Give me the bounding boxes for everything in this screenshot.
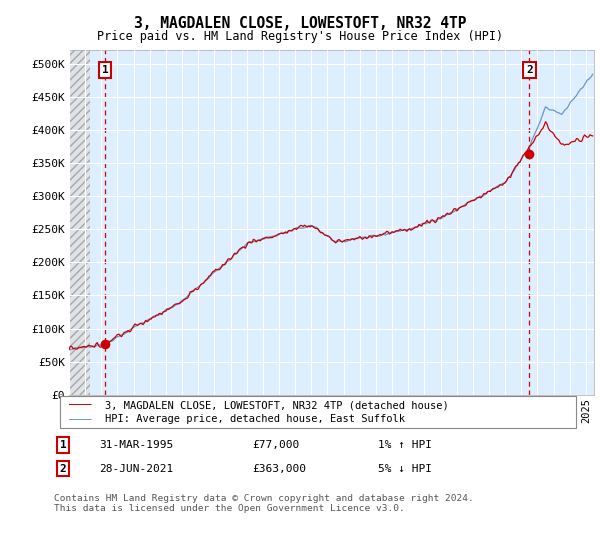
Text: 1% ↑ HPI: 1% ↑ HPI [378, 440, 432, 450]
Text: 28-JUN-2021: 28-JUN-2021 [99, 464, 173, 474]
Text: 5% ↓ HPI: 5% ↓ HPI [378, 464, 432, 474]
Text: 3, MAGDALEN CLOSE, LOWESTOFT, NR32 4TP (detached house): 3, MAGDALEN CLOSE, LOWESTOFT, NR32 4TP (… [105, 400, 449, 410]
Text: 31-MAR-1995: 31-MAR-1995 [99, 440, 173, 450]
Text: Contains HM Land Registry data © Crown copyright and database right 2024.
This d: Contains HM Land Registry data © Crown c… [54, 494, 474, 514]
Text: £363,000: £363,000 [252, 464, 306, 474]
Text: Price paid vs. HM Land Registry's House Price Index (HPI): Price paid vs. HM Land Registry's House … [97, 30, 503, 43]
Text: £77,000: £77,000 [252, 440, 299, 450]
Text: HPI: Average price, detached house, East Suffolk: HPI: Average price, detached house, East… [105, 414, 405, 424]
Text: ———: ——— [69, 399, 91, 412]
Text: 2: 2 [59, 464, 67, 474]
Text: 1: 1 [102, 66, 109, 75]
Text: 2: 2 [526, 66, 533, 75]
Text: 3, MAGDALEN CLOSE, LOWESTOFT, NR32 4TP: 3, MAGDALEN CLOSE, LOWESTOFT, NR32 4TP [134, 16, 466, 31]
Bar [69, 50, 90, 395]
Text: 1: 1 [59, 440, 67, 450]
Text: ———: ——— [69, 413, 91, 426]
